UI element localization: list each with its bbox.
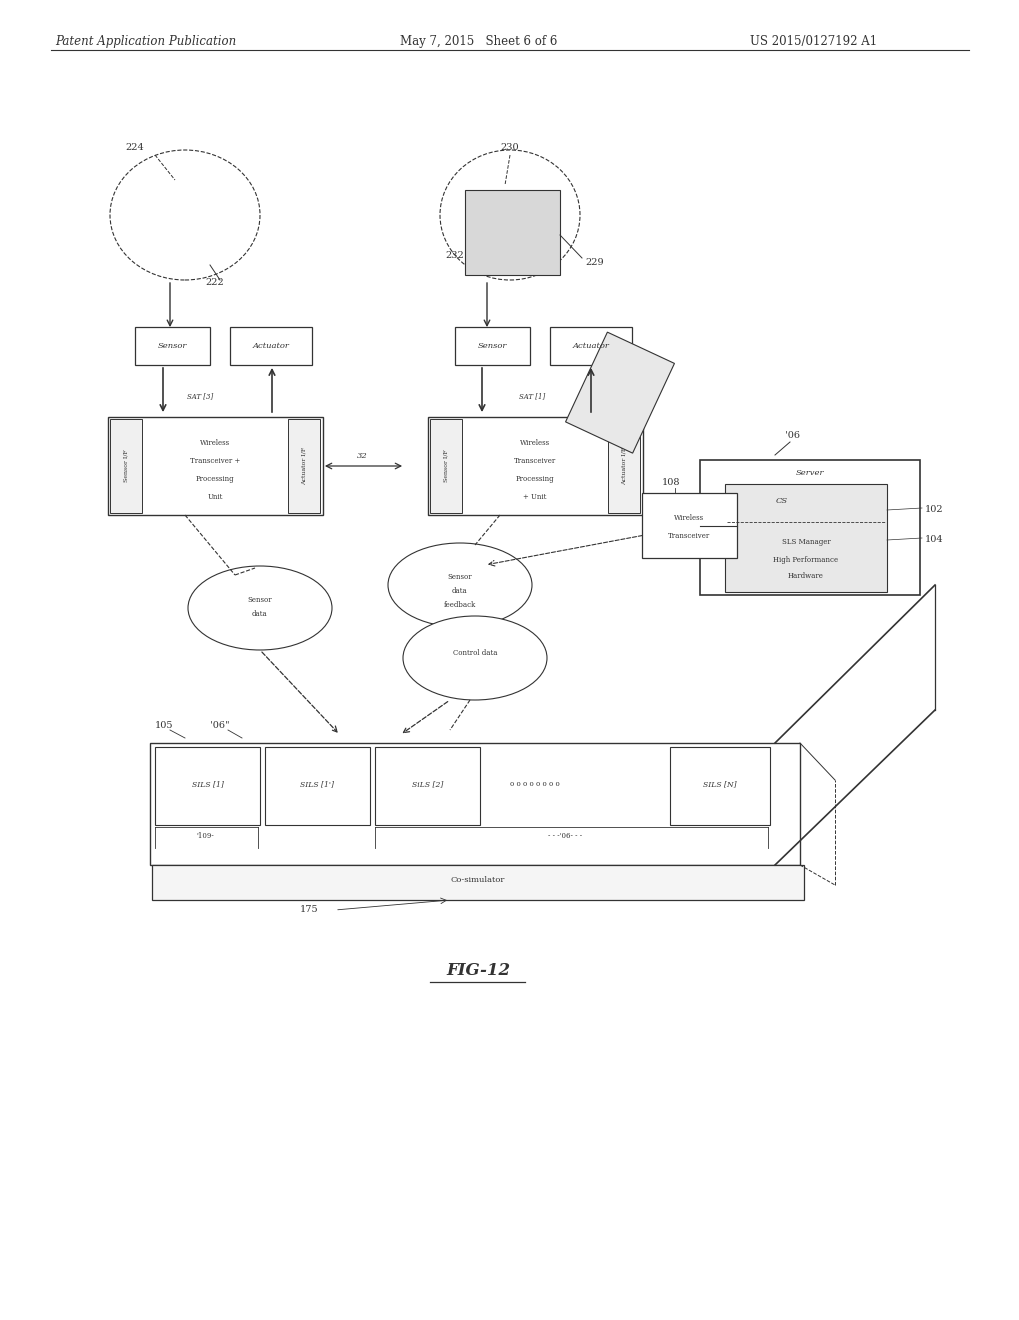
FancyBboxPatch shape [565, 333, 674, 453]
Text: data: data [252, 610, 268, 618]
Text: Sensor: Sensor [158, 342, 187, 350]
FancyBboxPatch shape [641, 492, 737, 558]
FancyBboxPatch shape [428, 417, 642, 515]
Text: 105: 105 [155, 721, 173, 730]
Text: + Unit: + Unit [523, 492, 546, 502]
FancyBboxPatch shape [465, 190, 559, 275]
Text: CS: CS [775, 498, 788, 506]
Text: '06": '06" [210, 721, 229, 730]
Text: Transceiver: Transceiver [514, 457, 555, 465]
Text: 230: 230 [499, 143, 518, 152]
FancyBboxPatch shape [430, 418, 462, 513]
FancyBboxPatch shape [454, 327, 530, 366]
Text: Unit: Unit [207, 492, 222, 502]
Text: feedback: feedback [443, 601, 476, 609]
Text: Sensor: Sensor [477, 342, 506, 350]
Text: data: data [451, 587, 468, 595]
FancyBboxPatch shape [152, 865, 803, 900]
Text: FIG-12: FIG-12 [445, 962, 510, 979]
Text: Processing: Processing [516, 475, 553, 483]
Text: Actuator I/F: Actuator I/F [302, 447, 306, 484]
FancyBboxPatch shape [287, 418, 320, 513]
Text: Transceiver +: Transceiver + [190, 457, 239, 465]
Text: 175: 175 [300, 906, 318, 913]
FancyBboxPatch shape [108, 417, 323, 515]
Ellipse shape [403, 616, 546, 700]
Text: SILS [1']: SILS [1'] [301, 780, 334, 788]
FancyBboxPatch shape [375, 747, 480, 825]
Text: US 2015/0127192 A1: US 2015/0127192 A1 [749, 36, 876, 48]
Text: Wireless: Wireless [674, 513, 704, 521]
Ellipse shape [187, 566, 331, 649]
Text: May 7, 2015   Sheet 6 of 6: May 7, 2015 Sheet 6 of 6 [399, 36, 556, 48]
Text: Processing: Processing [196, 475, 234, 483]
Text: SILS [N]: SILS [N] [702, 780, 736, 788]
Text: Server: Server [795, 469, 823, 477]
Ellipse shape [387, 543, 532, 627]
Text: High Performance: High Performance [772, 556, 838, 564]
Text: Hardware: Hardware [788, 572, 823, 579]
Text: Actuator: Actuator [253, 342, 289, 350]
Text: 222: 222 [205, 279, 223, 286]
Text: SAT [1]: SAT [1] [519, 392, 544, 400]
Text: SILS [1]: SILS [1] [192, 780, 223, 788]
Text: '109-: '109- [196, 832, 214, 840]
Text: Wireless: Wireless [200, 440, 230, 447]
FancyBboxPatch shape [265, 747, 370, 825]
Text: Actuator I/F: Actuator I/F [621, 447, 626, 484]
FancyBboxPatch shape [229, 327, 312, 366]
Text: Patent Application Publication: Patent Application Publication [55, 36, 236, 48]
Text: Wireless: Wireless [520, 440, 549, 447]
FancyBboxPatch shape [150, 743, 799, 865]
Text: '06: '06 [785, 432, 799, 440]
FancyBboxPatch shape [135, 327, 210, 366]
Text: SLS Manager: SLS Manager [781, 539, 829, 546]
Text: Co-simulator: Co-simulator [450, 876, 504, 884]
Text: 32: 32 [357, 451, 367, 459]
Text: Transceiver: Transceiver [667, 532, 710, 540]
Text: Sensor: Sensor [447, 573, 472, 581]
FancyBboxPatch shape [549, 327, 632, 366]
Text: 229: 229 [585, 257, 603, 267]
Text: 232: 232 [444, 251, 464, 260]
Text: Sensor I/F: Sensor I/F [123, 450, 128, 482]
FancyBboxPatch shape [669, 747, 769, 825]
Text: 102: 102 [924, 506, 943, 513]
Text: SiLS [2]: SiLS [2] [412, 780, 442, 788]
Text: Sensor I/F: Sensor I/F [443, 450, 448, 482]
FancyBboxPatch shape [699, 459, 919, 595]
Text: SAT [3]: SAT [3] [186, 392, 213, 400]
FancyBboxPatch shape [110, 418, 142, 513]
Text: 224: 224 [125, 143, 144, 152]
Text: Sensor: Sensor [248, 597, 272, 605]
Text: 108: 108 [661, 478, 680, 487]
FancyBboxPatch shape [607, 418, 639, 513]
Text: Control data: Control data [452, 649, 497, 657]
Text: Actuator: Actuator [572, 342, 608, 350]
Text: o o o o o o o o: o o o o o o o o [510, 780, 559, 788]
FancyBboxPatch shape [155, 747, 260, 825]
Text: - - -'06- - -: - - -'06- - - [547, 832, 582, 840]
Text: 104: 104 [924, 535, 943, 544]
FancyBboxPatch shape [725, 484, 887, 591]
